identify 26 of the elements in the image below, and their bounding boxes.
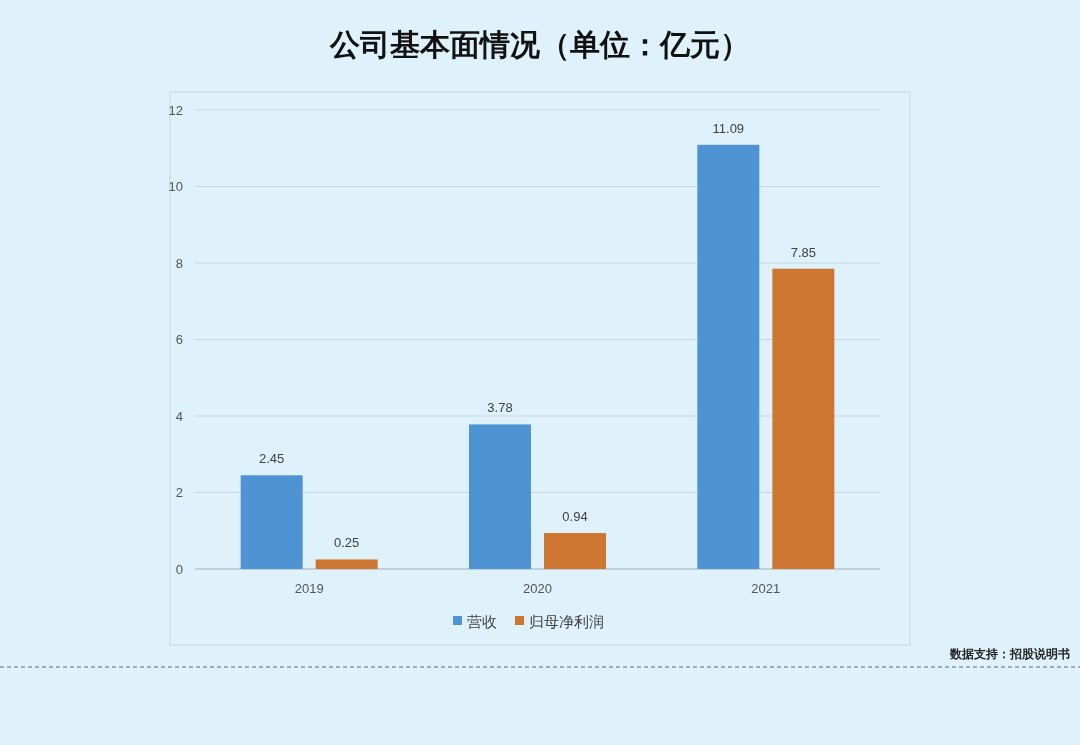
bar (772, 268, 835, 569)
y-tick-label: 12 (168, 102, 183, 118)
data-label: 0.94 (562, 509, 588, 525)
data-label: 7.85 (790, 244, 816, 260)
bar (469, 424, 531, 569)
y-tick-label: 4 (175, 408, 183, 424)
y-tick-label: 8 (175, 255, 183, 271)
x-tick-label: 2021 (751, 580, 781, 596)
x-tick-label: 2020 (523, 580, 552, 596)
bar (315, 559, 378, 569)
data-label: 2.45 (259, 451, 285, 467)
bar (697, 144, 760, 569)
y-tick-label: 2 (175, 485, 183, 500)
data-label: 11.09 (712, 120, 745, 136)
legend-label: 营收 (467, 612, 497, 630)
y-tick-label: 0 (175, 561, 183, 577)
y-tick-label: 10 (168, 179, 183, 194)
legend-label: 归母净利润 (529, 612, 604, 630)
y-tick-label: 6 (175, 332, 183, 347)
chart-title: 公司基本面情况（单位：亿元） (329, 28, 750, 61)
x-tick-label: 2019 (294, 580, 324, 596)
data-label: 3.78 (487, 400, 513, 416)
data-label: 0.25 (334, 535, 360, 551)
bar (240, 475, 303, 569)
bar (544, 533, 606, 569)
text: 数据支持：招股说明书 (949, 647, 1070, 661)
